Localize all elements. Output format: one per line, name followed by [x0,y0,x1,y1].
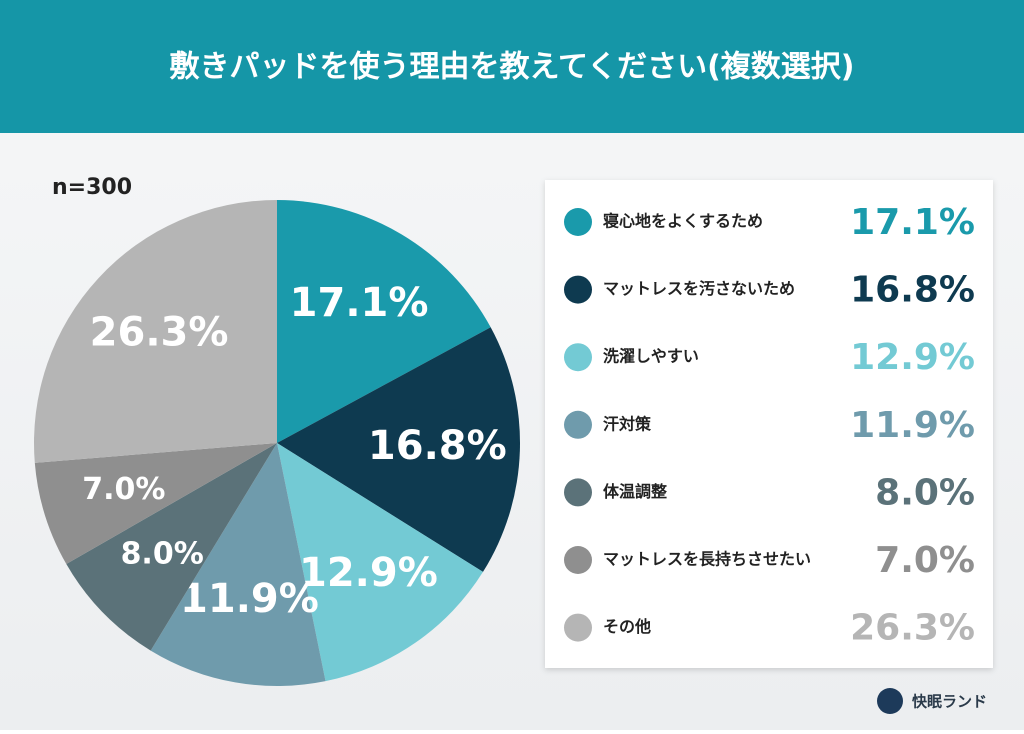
legend-value: 17.1% [850,202,975,243]
slice-label: 17.1% [290,280,429,326]
legend-label: 洗濯しやすい [603,347,699,366]
legend-value: 16.8% [850,270,975,311]
legend-box [545,180,993,668]
legend-swatch [564,275,592,304]
legend-label: その他 [603,617,651,636]
legend-swatch [564,546,592,574]
legend-label: マットレスを汚さないため [603,279,795,298]
chart-title: 敷きパッドを使う理由を教えてください(複数選択) [169,50,854,85]
pie-slice [277,443,483,682]
slice-label: 11.9% [180,576,319,622]
legend-label: 汗対策 [603,414,652,433]
slice-label: 12.9% [299,550,438,596]
legend-label: 体温調整 [603,482,667,501]
brand-name: 快眠ランド [912,693,987,711]
legend-label: マットレスを長持ちさせたい [603,550,811,569]
legend-value: 12.9% [850,337,975,378]
brand-logo: 快眠ランド [877,688,987,714]
slice-label: 26.3% [90,309,229,355]
legend-value: 11.9% [850,405,975,446]
slice-label: 8.0% [121,536,204,571]
pie-slice [34,200,277,463]
pie-slice [66,443,277,651]
chart-subtitle: n=300 [52,175,132,200]
pie-slice [34,443,277,565]
legend-swatch [564,478,592,507]
legend-value: 8.0% [875,472,975,513]
legend-label: 寝心地をよくするため [603,212,763,231]
legend-swatch [564,208,592,236]
pie-slice [277,327,520,572]
pie-slice [150,443,326,686]
pie-slice [277,200,491,443]
slice-label: 16.8% [368,423,507,469]
logo-icon [877,688,903,714]
legend-value: 7.0% [875,540,975,581]
title-bar [0,0,1024,133]
legend-swatch [564,613,592,642]
legend-swatch [564,410,592,439]
slice-label: 7.0% [82,472,165,507]
legend-value: 26.3% [850,608,975,649]
legend-swatch [564,343,592,372]
